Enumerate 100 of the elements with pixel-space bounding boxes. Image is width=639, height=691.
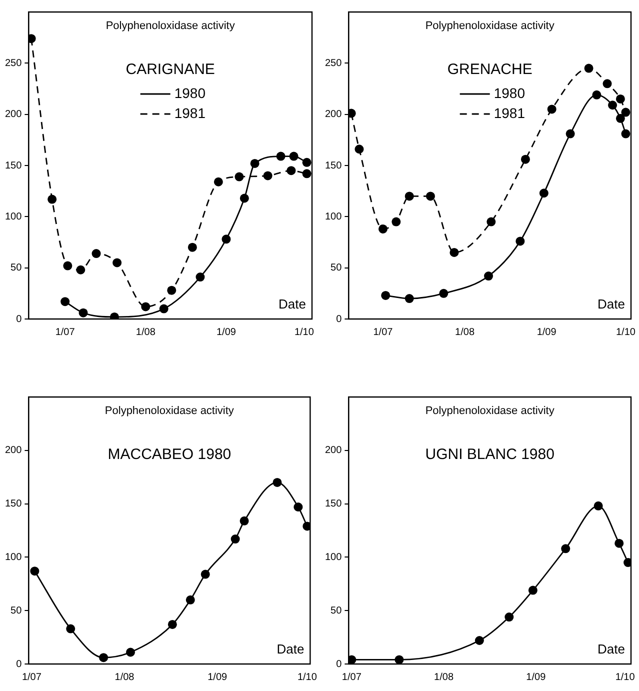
- point: [516, 236, 525, 246]
- point: [126, 648, 135, 657]
- text: UGNI BLANC 1980: [425, 446, 554, 464]
- y-axis-title: Polyphenoloxidase activity: [106, 20, 236, 32]
- x-tick-label: 1/10: [615, 672, 636, 683]
- point: [614, 538, 624, 548]
- point: [240, 516, 249, 526]
- point: [621, 129, 630, 138]
- point: [286, 166, 296, 176]
- x-tick-label: 1/09: [536, 326, 557, 338]
- point: [486, 217, 496, 226]
- y-tick-label: 0: [336, 658, 342, 670]
- point: [263, 171, 272, 180]
- point: [378, 224, 388, 234]
- point: [168, 620, 177, 629]
- y-tick-label: 200: [324, 445, 342, 456]
- y-tick-label: 150: [324, 498, 342, 510]
- point: [621, 108, 630, 117]
- legend-label: 1981: [174, 104, 206, 121]
- point: [167, 286, 176, 295]
- point: [547, 104, 556, 114]
- y-tick-label: 50: [10, 262, 22, 274]
- y-axis-title: Polyphenoloxidase activity: [104, 405, 234, 418]
- x-tick-label: 1/08: [114, 672, 135, 683]
- point: [302, 169, 312, 178]
- point: [450, 248, 459, 257]
- x-tick-label: 1/08: [455, 326, 475, 338]
- point: [30, 566, 40, 576]
- x-tick-label: 1/07: [342, 672, 362, 683]
- x-tick-label: 1/08: [434, 672, 454, 683]
- x-tick-label: 1/07: [373, 326, 394, 338]
- point: [272, 478, 282, 487]
- point: [99, 653, 108, 662]
- x-axis-title: Date: [276, 642, 304, 657]
- text: MACCABEO 1980: [108, 446, 232, 464]
- y-tick-label: 100: [324, 552, 342, 563]
- x-tick-label: 1/07: [55, 326, 76, 338]
- point: [566, 129, 575, 138]
- point: [404, 192, 414, 201]
- point: [616, 94, 625, 104]
- y-tick-label: 200: [4, 445, 22, 456]
- y-tick-label: 150: [4, 160, 22, 172]
- point: [302, 522, 310, 531]
- y-tick-label: 200: [4, 109, 22, 120]
- y-tick-label: 250: [4, 58, 22, 69]
- point: [602, 79, 612, 88]
- point: [504, 612, 514, 622]
- y-tick-label: 50: [330, 605, 342, 616]
- y-tick-label: 100: [4, 552, 22, 563]
- y-tick-label: 100: [324, 211, 342, 222]
- point: [196, 272, 205, 282]
- point: [404, 294, 414, 304]
- point: [426, 192, 435, 201]
- legend-label: 1981: [494, 104, 526, 121]
- x-tick-label: 1/09: [526, 672, 546, 683]
- y-axis-title: Polyphenoloxidase activity: [425, 405, 555, 418]
- point: [200, 570, 210, 579]
- text: CARIGNANE: [126, 61, 215, 78]
- point: [76, 265, 86, 274]
- point: [214, 177, 223, 186]
- legend-label: 1980: [174, 84, 206, 101]
- point: [381, 290, 390, 300]
- x-tick-label: 1/08: [136, 326, 156, 338]
- point: [354, 144, 364, 154]
- y-tick-label: 50: [330, 262, 342, 274]
- y-tick-label: 150: [324, 160, 342, 172]
- point: [250, 158, 260, 168]
- y-tick-label: 250: [324, 58, 342, 69]
- point: [302, 158, 312, 167]
- point: [222, 234, 231, 244]
- point: [594, 501, 603, 510]
- y-tick-label: 200: [324, 109, 342, 120]
- point: [592, 90, 602, 100]
- point: [294, 502, 303, 512]
- y-tick-label: 0: [16, 314, 22, 325]
- y-tick-label: 150: [4, 498, 22, 510]
- point: [92, 249, 101, 258]
- point: [63, 261, 72, 270]
- point: [439, 288, 448, 298]
- text: GRENACHE: [447, 61, 532, 78]
- y-tick-label: 50: [10, 605, 22, 616]
- y-tick-label: 100: [4, 211, 22, 222]
- point: [230, 534, 240, 544]
- x-axis-title: Date: [598, 296, 625, 312]
- y-tick-label: 0: [336, 314, 342, 325]
- point: [66, 624, 76, 634]
- point: [289, 152, 298, 161]
- point: [48, 194, 57, 204]
- point: [348, 655, 356, 664]
- point: [78, 308, 88, 318]
- point: [474, 636, 484, 646]
- point: [616, 114, 625, 123]
- point: [186, 595, 195, 604]
- point: [159, 304, 168, 314]
- x-tick-label: 1/10: [294, 326, 314, 338]
- x-tick-label: 1/10: [297, 672, 318, 683]
- point: [240, 194, 249, 203]
- point: [112, 258, 122, 268]
- y-tick-label: 0: [16, 658, 22, 670]
- point: [484, 272, 494, 281]
